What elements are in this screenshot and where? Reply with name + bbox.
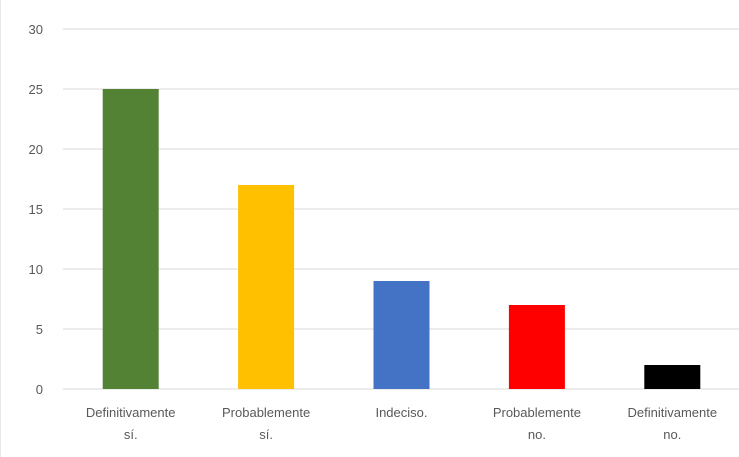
y-tick-label: 20 <box>29 142 43 157</box>
y-tick-label: 25 <box>29 82 43 97</box>
x-category-label: sí. <box>259 427 273 442</box>
x-category-label: Probablemente <box>493 405 581 420</box>
y-tick-label: 15 <box>29 202 43 217</box>
x-category-label: no. <box>528 427 546 442</box>
bar <box>238 185 295 389</box>
bar <box>644 365 701 389</box>
bar <box>373 281 430 389</box>
x-category-label: no. <box>663 427 681 442</box>
x-category-label: Definitivamente <box>86 405 176 420</box>
y-tick-label: 30 <box>29 22 43 37</box>
y-tick-label: 0 <box>36 382 43 397</box>
x-category-label: Definitivamente <box>627 405 717 420</box>
bar <box>102 89 159 389</box>
x-category-label: sí. <box>124 427 138 442</box>
bar <box>508 305 565 389</box>
y-tick-label: 10 <box>29 262 43 277</box>
x-category-label: Probablemente <box>222 405 310 420</box>
x-category-label: Indeciso. <box>375 405 427 420</box>
y-tick-label: 5 <box>36 322 43 337</box>
